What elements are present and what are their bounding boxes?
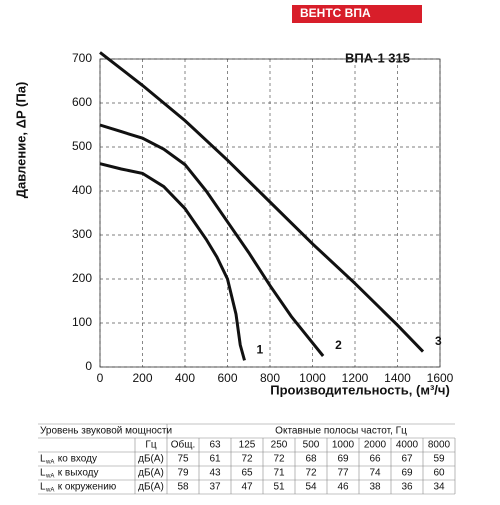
row-subscript: wA — [45, 460, 54, 466]
table-cell: 60 — [433, 468, 445, 479]
row-label: ко входу — [55, 454, 97, 465]
table-cell: 46 — [337, 482, 349, 493]
curve — [99, 162, 246, 361]
table-column-header: 125 — [239, 440, 256, 451]
row-subscript: wA — [45, 488, 54, 494]
table-cell: 75 — [177, 454, 189, 465]
x-tick-label: 600 — [217, 371, 237, 385]
table-cell: 47 — [241, 482, 253, 493]
table-cell: 69 — [337, 454, 349, 465]
y-axis-label: Давление, ΔP (Па) — [13, 82, 28, 199]
table-unit-header: Гц — [145, 440, 156, 451]
x-tick-label: 400 — [175, 371, 195, 385]
table-column-header: 250 — [271, 440, 288, 451]
row-unit: дБ(А) — [138, 454, 164, 465]
table-cell: 38 — [369, 482, 381, 493]
table-cell: 69 — [401, 468, 413, 479]
row-label: к выходу — [55, 468, 99, 479]
row-symbol: L — [40, 454, 46, 465]
table-column-header: 4000 — [396, 440, 419, 451]
table-cell: 72 — [305, 468, 317, 479]
table-cell: 54 — [305, 482, 317, 493]
table-cell: 34 — [433, 482, 445, 493]
table-column-header: 8000 — [428, 440, 451, 451]
row-symbol: L — [40, 482, 46, 493]
curve-label: 3 — [435, 334, 442, 348]
y-tick-label: 100 — [72, 315, 92, 329]
row-label: к окружению — [55, 482, 117, 493]
x-axis-label: Производительность, (м³/ч) — [270, 382, 450, 397]
brand-box — [292, 5, 422, 23]
row-unit: дБ(А) — [138, 482, 164, 493]
y-tick-label: 200 — [72, 271, 92, 285]
x-tick-label: 1400 — [384, 371, 411, 385]
y-tick-label: 600 — [72, 95, 92, 109]
plot-frame — [99, 58, 441, 368]
table-cell: 36 — [401, 482, 413, 493]
curve-label: 1 — [257, 343, 264, 357]
table-cell: 68 — [305, 454, 317, 465]
table-cell: 79 — [177, 468, 189, 479]
table-cell: 74 — [369, 468, 381, 479]
table-cell: 77 — [337, 468, 349, 479]
curve — [99, 51, 425, 353]
table-cell: 65 — [241, 468, 253, 479]
x-tick-label: 0 — [97, 371, 104, 385]
y-tick-label: 500 — [72, 139, 92, 153]
table-cell: 59 — [433, 454, 445, 465]
row-symbol: L — [40, 468, 46, 479]
y-tick-label: 0 — [85, 359, 92, 373]
chart-title: ВПА-1 315 — [345, 50, 410, 65]
brand: ВЕНТС ВПА — [300, 6, 371, 20]
table-cell: 43 — [209, 468, 221, 479]
table-cell: 72 — [273, 454, 285, 465]
x-tick-label: 1000 — [299, 371, 326, 385]
x-tick-label: 1600 — [427, 371, 454, 385]
y-tick-label: 400 — [72, 183, 92, 197]
table-column-header: 500 — [303, 440, 320, 451]
x-tick-label: 200 — [132, 371, 152, 385]
table-cell: 71 — [273, 468, 285, 479]
table-column-header: 1000 — [332, 440, 355, 451]
row-unit: дБ(А) — [138, 468, 164, 479]
curve — [99, 123, 325, 357]
table-cell: 61 — [209, 454, 221, 465]
table-column-header: Общ. — [171, 439, 196, 451]
table-cell: 37 — [209, 482, 221, 493]
curve-label: 2 — [335, 338, 342, 352]
x-tick-label: 800 — [260, 371, 280, 385]
table-cell: 66 — [369, 454, 381, 465]
table-cell: 72 — [241, 454, 253, 465]
table-column-header: 63 — [209, 440, 221, 451]
table-cell: 51 — [273, 482, 285, 493]
x-tick-label: 1200 — [342, 371, 369, 385]
table-bands-title: Октавные полосы частот, Гц — [275, 426, 407, 437]
table-column-header: 2000 — [364, 440, 387, 451]
table-cell: 67 — [401, 454, 413, 465]
y-tick-label: 700 — [72, 51, 92, 65]
table-cell: 58 — [177, 482, 189, 493]
y-tick-label: 300 — [72, 227, 92, 241]
table-title: Уровень звуковой мощности — [40, 426, 172, 437]
row-subscript: wA — [45, 474, 54, 480]
